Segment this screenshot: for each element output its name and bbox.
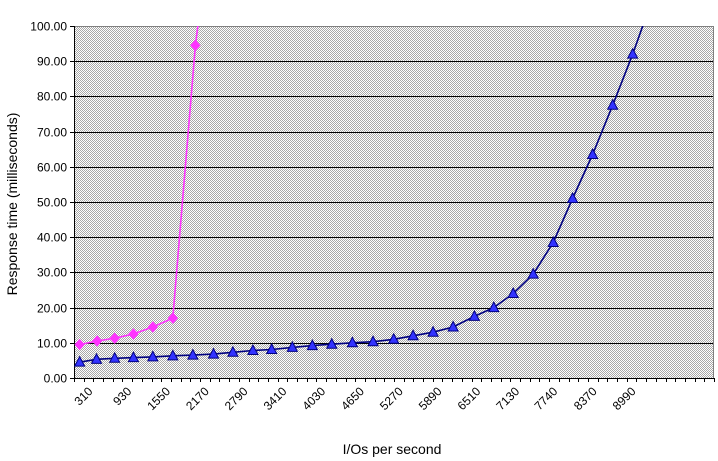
- x-tick-label: 7740: [532, 384, 561, 413]
- y-tick-label: 10.00: [37, 337, 67, 351]
- series-layer: [74, 26, 644, 367]
- data-point: [187, 348, 199, 360]
- x-tick-label: 6510: [455, 384, 484, 413]
- data-point: [325, 337, 338, 349]
- x-tick-label: 5270: [377, 384, 406, 413]
- x-axis-ticks: 310 930 1550 2170 2790 3410 4030 4650 5270 5890 65…: [71, 378, 715, 413]
- data-point: [527, 267, 540, 279]
- data-point: [190, 39, 201, 52]
- x-tick-label: 4650: [338, 384, 367, 413]
- data-point: [606, 98, 619, 110]
- y-tick-label: 60.00: [37, 161, 67, 175]
- data-point: [286, 340, 299, 352]
- data-point: [566, 191, 579, 203]
- x-tick-label: 2790: [222, 384, 251, 413]
- data-point: [74, 338, 85, 351]
- data-point: [626, 47, 639, 59]
- data-point: [427, 325, 439, 337]
- data-point: [167, 349, 179, 361]
- data-point: [586, 147, 599, 159]
- data-point: [90, 352, 103, 364]
- y-axis-title: Response time (milliseconds): [4, 113, 20, 296]
- data-point: [91, 335, 103, 347]
- y-tick-label: 70.00: [37, 126, 67, 140]
- y-tick-label: 50.00: [37, 196, 67, 210]
- data-point: [167, 312, 179, 324]
- data-point: [265, 342, 278, 354]
- data-point: [447, 320, 459, 332]
- y-axis-ticks: 0.00 10.00 20.00 30.00 40.00 50.00 60.00 70.00 8…: [30, 20, 74, 386]
- x-axis-title: I/Os per second: [343, 441, 442, 457]
- y-tick-label: 30.00: [37, 266, 67, 280]
- data-point: [128, 328, 139, 340]
- data-point: [127, 351, 140, 363]
- x-tick-label: 930: [110, 384, 134, 408]
- data-point: [146, 350, 159, 362]
- data-point: [468, 309, 481, 321]
- data-point: [367, 335, 379, 347]
- x-tick-label: 7130: [493, 384, 522, 413]
- data-point: [108, 351, 121, 363]
- data-point: [247, 343, 259, 356]
- x-tick-label: 8990: [610, 384, 639, 413]
- y-tick-label: 40.00: [37, 231, 67, 245]
- x-tick-label: 1550: [144, 384, 173, 413]
- series-0: [74, 26, 201, 351]
- data-point: [147, 321, 158, 333]
- data-point: [407, 329, 419, 341]
- x-tick-label: 5890: [416, 384, 445, 413]
- x-tick-label: 8370: [571, 384, 600, 413]
- data-point: [109, 332, 120, 344]
- data-point: [306, 339, 319, 351]
- data-point: [507, 286, 520, 299]
- data-point: [547, 235, 560, 247]
- x-tick-label: 3410: [261, 384, 290, 413]
- y-tick-label: 0.00: [44, 372, 68, 386]
- x-tick-label: 2170: [183, 384, 212, 413]
- data-point: [387, 332, 400, 344]
- data-point: [346, 336, 359, 348]
- data-point: [74, 355, 86, 367]
- data-point: [227, 345, 239, 357]
- y-tick-label: 80.00: [37, 90, 67, 104]
- data-point: [487, 301, 500, 313]
- y-tick-label: 100.00: [30, 20, 67, 34]
- y-tick-label: 20.00: [37, 302, 67, 316]
- x-tick-label: 4030: [299, 384, 328, 413]
- data-point: [207, 347, 220, 359]
- x-tick-label: 310: [71, 384, 95, 408]
- series-1: [74, 26, 644, 367]
- y-tick-label: 90.00: [37, 55, 67, 69]
